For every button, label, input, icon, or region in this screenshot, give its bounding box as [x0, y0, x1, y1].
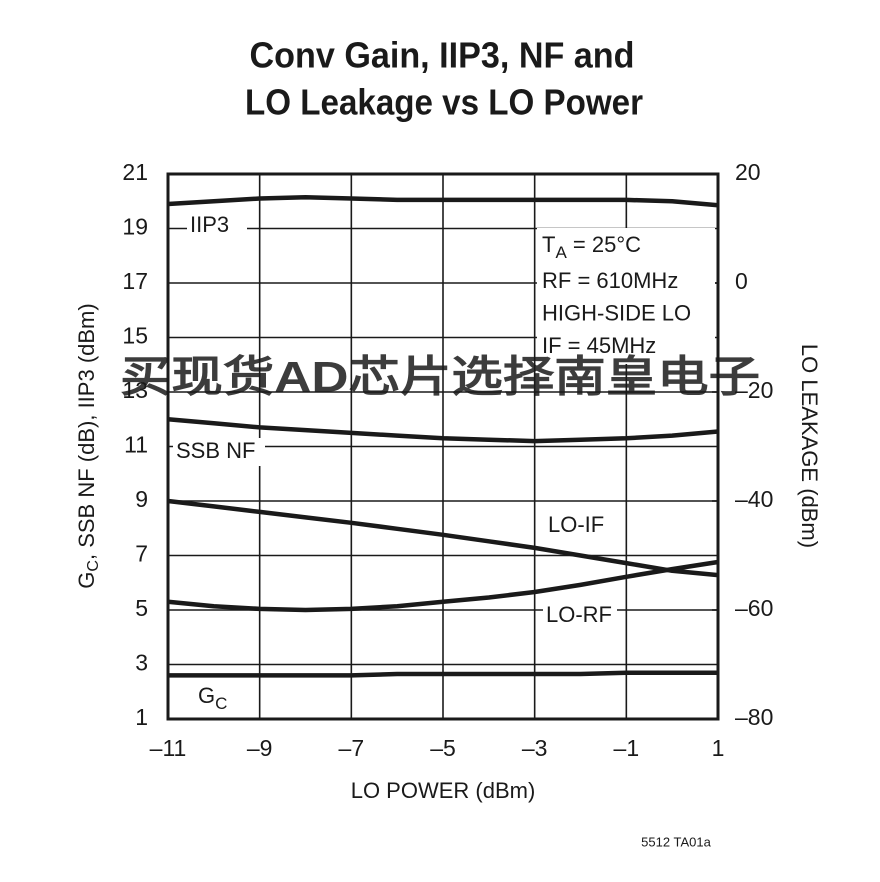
annotation: IF = 45MHz: [542, 333, 656, 358]
y-tick-label: 3: [135, 650, 148, 676]
y2-tick-label: –20: [735, 377, 773, 403]
x-axis-label: LO POWER (dBm): [351, 778, 536, 803]
y2-tick-label: 0: [735, 268, 748, 294]
annotation-part: T: [542, 232, 555, 257]
y-tick-label: 13: [122, 377, 148, 403]
chart-title: Conv Gain, IIP3, NF and: [250, 35, 635, 76]
y-tick-label: 1: [135, 704, 148, 730]
y-tick-label: 15: [122, 323, 148, 349]
series-label-bg: [543, 602, 617, 630]
annotation-bg: [537, 228, 715, 364]
series-line: [167, 559, 719, 613]
series-label: GC: [198, 683, 227, 714]
y-tick-label: 19: [122, 214, 148, 240]
y-tick-label: 9: [135, 486, 148, 512]
series-label-name: IIP3: [190, 212, 229, 237]
series-label-name: LO-RF: [546, 602, 612, 627]
y-axis-label-sub: C: [85, 560, 102, 572]
y2-tick-label: –80: [735, 704, 773, 730]
annotation: HIGH-SIDE LO: [542, 300, 691, 325]
series-label-bg: [187, 212, 247, 240]
series-line: [168, 670, 718, 678]
x-tick-label: –9: [247, 735, 273, 761]
annotation-sub: A: [555, 243, 567, 262]
y-axis-label: GC, SSB NF (dB), IIP3 (dBm): [74, 303, 102, 588]
x-tick-label: –1: [614, 735, 640, 761]
y-tick-label: 5: [135, 595, 148, 621]
series-label-bg: [545, 512, 615, 540]
annotation-part: = 25°C: [567, 232, 641, 257]
series-label: LO-RF: [546, 602, 612, 627]
series-line: [167, 194, 719, 208]
y-tick-label: 11: [124, 432, 148, 458]
series-label: IIP3: [190, 212, 229, 237]
y-tick-label: 21: [122, 159, 148, 185]
x-tick-label: –3: [522, 735, 548, 761]
chart-title: LO Leakage vs LO Power: [245, 82, 643, 123]
y2-axis-label: LO LEAKAGE (dBm): [797, 344, 822, 548]
x-tick-label: –7: [339, 735, 365, 761]
y-axis-label-part: G: [74, 572, 99, 589]
series-label: SSB NF: [176, 438, 255, 463]
y-axis-label-part: , SSB NF (dB), IIP3 (dBm): [74, 303, 99, 560]
series-line: [167, 417, 719, 444]
watermark: 买现货AD芯片选择南皇电子: [120, 353, 760, 401]
y2-tick-label: –60: [735, 595, 773, 621]
y2-tick-label: 20: [735, 159, 761, 185]
series-label-name: G: [198, 683, 215, 708]
y-tick-label: 7: [135, 541, 148, 567]
annotation: RF = 610MHz: [542, 268, 678, 293]
annotation: TA = 25°C: [542, 232, 641, 263]
y-tick-label: 17: [122, 268, 148, 294]
x-tick-label: –11: [150, 735, 187, 761]
footnote: 5512 TA01a: [641, 834, 711, 849]
series-label-name: LO-IF: [548, 512, 604, 537]
series-label-bg: [173, 438, 265, 466]
plot-frame: [166, 172, 720, 721]
series-line: [167, 498, 719, 578]
series-label-name: SSB NF: [176, 438, 255, 463]
series-label: LO-IF: [548, 512, 604, 537]
x-tick-label: 1: [712, 735, 725, 761]
y2-tick-label: –40: [735, 486, 773, 512]
x-tick-label: –5: [430, 735, 456, 761]
series-label-sub: C: [215, 694, 227, 713]
series-label-bg: [195, 683, 235, 711]
